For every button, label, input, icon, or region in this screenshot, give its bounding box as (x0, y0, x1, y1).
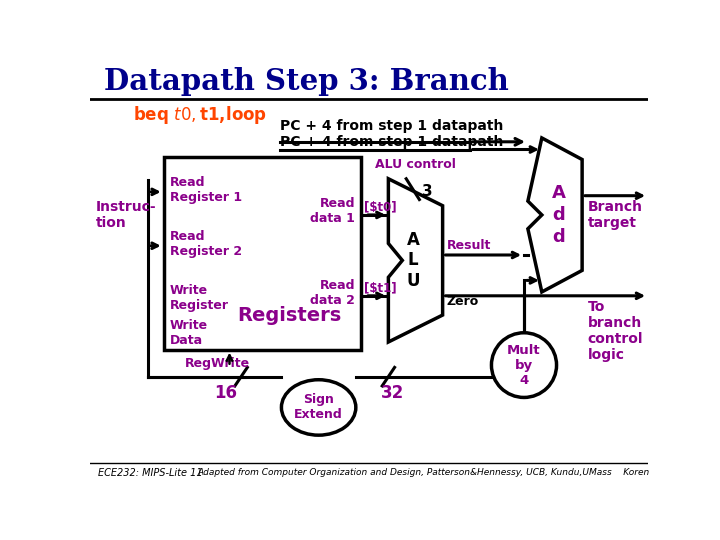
Text: ECE232: MIPS-Lite 11: ECE232: MIPS-Lite 11 (98, 468, 202, 478)
Text: Zero: Zero (446, 295, 479, 308)
Text: beq $t0,$t1,loop: beq $t0,$t1,loop (132, 104, 266, 126)
Ellipse shape (282, 380, 356, 435)
Text: 16: 16 (214, 384, 237, 402)
Text: Read
data 1: Read data 1 (310, 197, 355, 225)
Text: RegWrite: RegWrite (185, 357, 251, 370)
Text: 3: 3 (422, 184, 432, 199)
Text: Read
Register 1: Read Register 1 (170, 177, 242, 205)
Text: Branch
target: Branch target (588, 200, 642, 230)
Polygon shape (528, 138, 582, 292)
Text: ALU control: ALU control (375, 158, 456, 171)
Ellipse shape (492, 333, 557, 397)
Text: Adapted from Computer Organization and Design, Patterson&Hennessy, UCB, Kundu,UM: Adapted from Computer Organization and D… (197, 468, 649, 477)
Text: A
d
d: A d d (552, 184, 566, 246)
Text: PC + 4 from step 1 datapath: PC + 4 from step 1 datapath (280, 135, 503, 149)
Text: Write
Data: Write Data (170, 319, 208, 347)
Text: A
L
U: A L U (406, 231, 420, 290)
Text: Registers: Registers (237, 306, 341, 325)
Text: Write
Register: Write Register (170, 284, 229, 312)
Text: Instruc-
tion: Instruc- tion (96, 200, 157, 230)
Text: Datapath Step 3: Branch: Datapath Step 3: Branch (104, 68, 509, 96)
Text: 32: 32 (381, 384, 404, 402)
Text: Sign
Extend: Sign Extend (294, 394, 343, 421)
Text: Result: Result (446, 239, 491, 252)
Text: To
branch
control
logic: To branch control logic (588, 300, 643, 362)
Text: PC + 4 from step 1 datapath: PC + 4 from step 1 datapath (280, 119, 503, 133)
Text: Read
Register 2: Read Register 2 (170, 231, 242, 258)
Text: Mult
by
4: Mult by 4 (507, 343, 541, 387)
Bar (163, 157, 361, 350)
Text: [$t0]: [$t0] (364, 201, 396, 214)
Polygon shape (388, 179, 443, 342)
Text: [$t1]: [$t1] (364, 281, 396, 295)
Text: Read
data 2: Read data 2 (310, 279, 355, 307)
